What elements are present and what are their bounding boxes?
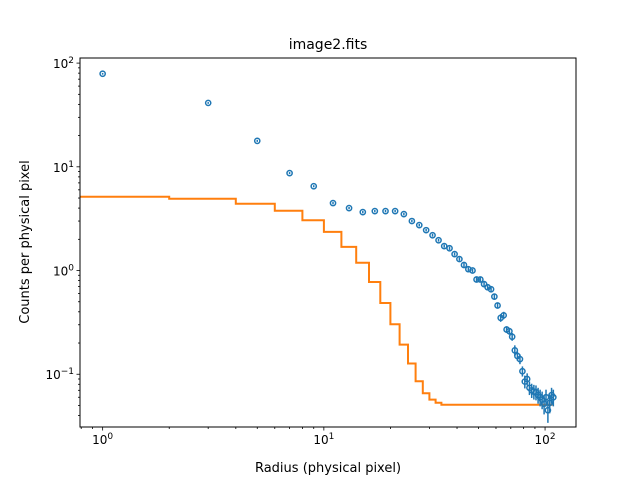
axes-frame [79,57,577,428]
data-point [99,70,106,78]
data-point [415,221,423,229]
y-tick-label: 101 [53,160,74,175]
y-tick-exp: 0 [68,264,74,274]
y-tick-exp: −1 [61,367,74,377]
data-point [456,255,463,263]
data-point [487,285,495,293]
x-tick-label: 100 [92,432,113,447]
y-tick-exp: 1 [68,160,74,170]
data-point [494,302,501,309]
x-tick-label: 102 [535,432,556,447]
data-point [546,399,554,407]
data-point [460,261,468,269]
data-point [523,375,531,383]
x-tick-exp: 1 [329,432,335,442]
data-point [451,250,458,258]
data-point [491,293,498,300]
data-point [477,276,484,283]
data-point [382,207,389,215]
data-point [286,169,293,177]
x-tick-exp: 0 [107,432,113,442]
data-point [429,231,436,239]
data-point [391,207,399,215]
data-point [204,99,212,107]
data-point [506,327,513,335]
data-point [508,333,516,341]
step-line [80,195,553,406]
y-tick-base: 10 [53,57,68,71]
data-point [359,208,367,216]
data-point [511,346,519,354]
x-tick-exp: 2 [550,432,556,442]
data-point [440,242,448,250]
data-point [446,244,453,252]
data-point [542,393,550,401]
series-group [80,70,557,423]
data-point [253,137,261,145]
y-tick-label: 100 [53,264,74,279]
data-point [473,276,480,283]
plot-area [80,70,557,423]
data-point [329,199,337,207]
x-tick-base: 10 [313,433,328,447]
y-tick-base: 10 [45,368,60,382]
x-tick-base: 10 [92,433,107,447]
y-axis-label: Counts per physical pixel [18,160,33,323]
data-point [400,210,408,218]
x-tick-label: 101 [313,432,334,447]
data-point [469,267,476,274]
data-point [516,355,524,363]
data-point [544,406,552,414]
y-tick-exp: 2 [68,56,74,66]
chart-title: image2.fits [289,37,368,53]
data-point [435,236,442,244]
data-point [422,226,430,234]
y-tick-base: 10 [53,265,68,279]
data-point [371,207,379,215]
x-tick-base: 10 [535,433,550,447]
data-point [519,367,526,375]
data-point [549,393,557,401]
y-tick-base: 10 [53,161,68,175]
y-tick-label: 10−1 [45,367,74,382]
x-axis-label: Radius (physical pixel) [255,461,401,476]
data-point [345,204,353,212]
data-point [310,182,318,190]
data-point [500,311,508,319]
y-tick-label: 102 [53,56,74,71]
data-point [408,217,416,225]
